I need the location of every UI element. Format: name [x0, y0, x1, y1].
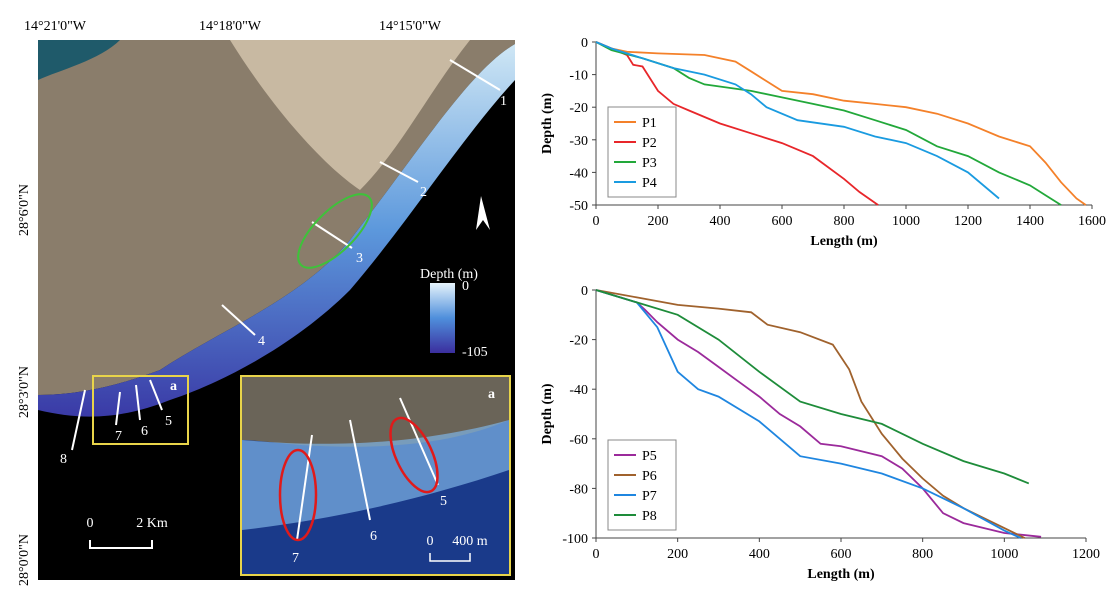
inset-profiles: [296, 397, 439, 541]
legend-label: P6: [642, 469, 657, 484]
profile-label: 8: [60, 452, 67, 467]
profile-label: 5: [165, 414, 172, 429]
x-tick-label: 1000: [892, 214, 920, 229]
profile-label: 2: [420, 185, 427, 200]
x-tick-label: 1200: [1072, 547, 1100, 562]
lon-label: 14°15'0"W: [379, 19, 442, 34]
inset-scale-zero: 0: [427, 534, 434, 549]
x-tick-label: 1600: [1078, 214, 1106, 229]
legend-label: P4: [642, 176, 657, 191]
y-tick-label: -20: [569, 334, 588, 349]
depth-legend-title: Depth (m): [420, 267, 478, 282]
inset-scale-bar: [429, 553, 471, 562]
x-tick-label: 400: [710, 214, 731, 229]
inset-box: [92, 375, 189, 445]
y-tick-label: -30: [569, 134, 588, 149]
series-line: [595, 289, 1042, 538]
series-line: [595, 289, 1022, 539]
highlight-ellipse: [297, 193, 373, 269]
legend-label: P2: [642, 136, 657, 151]
depth-colorbar: [430, 283, 455, 353]
legend-label: P5: [642, 449, 657, 464]
inset-ellipse: [389, 416, 439, 494]
inset-scale-label: 400 m: [452, 534, 488, 549]
x-tick-label: 1000: [990, 547, 1018, 562]
series-line: [595, 41, 1000, 200]
profile-label: 3: [356, 251, 363, 266]
x-tick-label: 600: [772, 214, 793, 229]
scale-bar: [89, 540, 153, 549]
lat-label: 28°6'0"N: [17, 184, 32, 236]
legend-label: P3: [642, 156, 657, 171]
legend-label: P7: [642, 489, 657, 504]
series-line: [595, 41, 1087, 206]
inset-label: 7: [292, 551, 299, 566]
x-tick-label: 400: [749, 547, 770, 562]
inset-land: [242, 377, 509, 447]
y-tick-label: -40: [569, 166, 588, 181]
depth-legend-bottom: -105: [462, 345, 488, 360]
series-line: [595, 289, 1026, 539]
x-tick-label: 1200: [954, 214, 982, 229]
y-tick-label: -10: [569, 69, 588, 84]
profile-label: 1: [500, 94, 507, 109]
x-tick-label: 0: [593, 214, 600, 229]
north-arrow: [476, 196, 490, 230]
x-axis-label: Length (m): [810, 234, 878, 249]
profile-label: 6: [141, 424, 148, 439]
x-tick-label: 200: [667, 547, 688, 562]
lat-label: 28°0'0"N: [17, 534, 32, 586]
box-tag: a: [170, 379, 177, 394]
profile-lines: [71, 59, 501, 451]
inset-label: 6: [370, 529, 377, 544]
lagoon: [38, 40, 120, 80]
depth-legend-top: 0: [462, 279, 469, 294]
y-tick-label: -50: [569, 199, 588, 214]
inset-tag: a: [488, 387, 495, 402]
inset-ellipse: [278, 448, 318, 542]
y-tick-label: 0: [581, 284, 588, 299]
y-tick-label: -40: [569, 383, 588, 398]
land-light: [230, 40, 470, 190]
shelf: [38, 44, 515, 417]
profile-label: 4: [258, 334, 265, 349]
x-tick-label: 800: [912, 547, 933, 562]
x-tick-label: 1400: [1016, 214, 1044, 229]
x-tick-label: 800: [834, 214, 855, 229]
x-axis-label: Length (m): [807, 567, 875, 582]
y-tick-label: -60: [569, 433, 588, 448]
series-line: [595, 289, 1030, 485]
lat-label: 28°3'0"N: [17, 366, 32, 418]
series-line: [595, 41, 879, 206]
y-axis-label: Depth (m): [540, 93, 555, 154]
profile-label: 7: [115, 429, 122, 444]
y-tick-label: -100: [562, 532, 588, 547]
y-axis-label: Depth (m): [540, 383, 555, 444]
inset-label: 5: [440, 494, 447, 509]
y-tick-label: 0: [581, 36, 588, 51]
x-tick-label: 0: [593, 547, 600, 562]
y-tick-label: -80: [569, 482, 588, 497]
inset-shallow: [242, 420, 509, 530]
map: 14°21'0"W 14°18'0"W 14°15'0"W 28°6'0"N 2…: [17, 19, 515, 586]
lon-label: 14°21'0"W: [24, 19, 87, 34]
map-labels: 14°21'0"W 14°18'0"W 14°15'0"W 28°6'0"N 2…: [17, 19, 507, 586]
scale-zero: 0: [87, 516, 94, 531]
x-tick-label: 600: [831, 547, 852, 562]
legend-label: P1: [642, 116, 657, 131]
scale-label: 2 Km: [136, 516, 168, 531]
x-tick-label: 200: [648, 214, 669, 229]
lon-label: 14°18'0"W: [199, 19, 262, 34]
y-tick-label: -20: [569, 101, 588, 116]
legend-label: P8: [642, 509, 657, 524]
